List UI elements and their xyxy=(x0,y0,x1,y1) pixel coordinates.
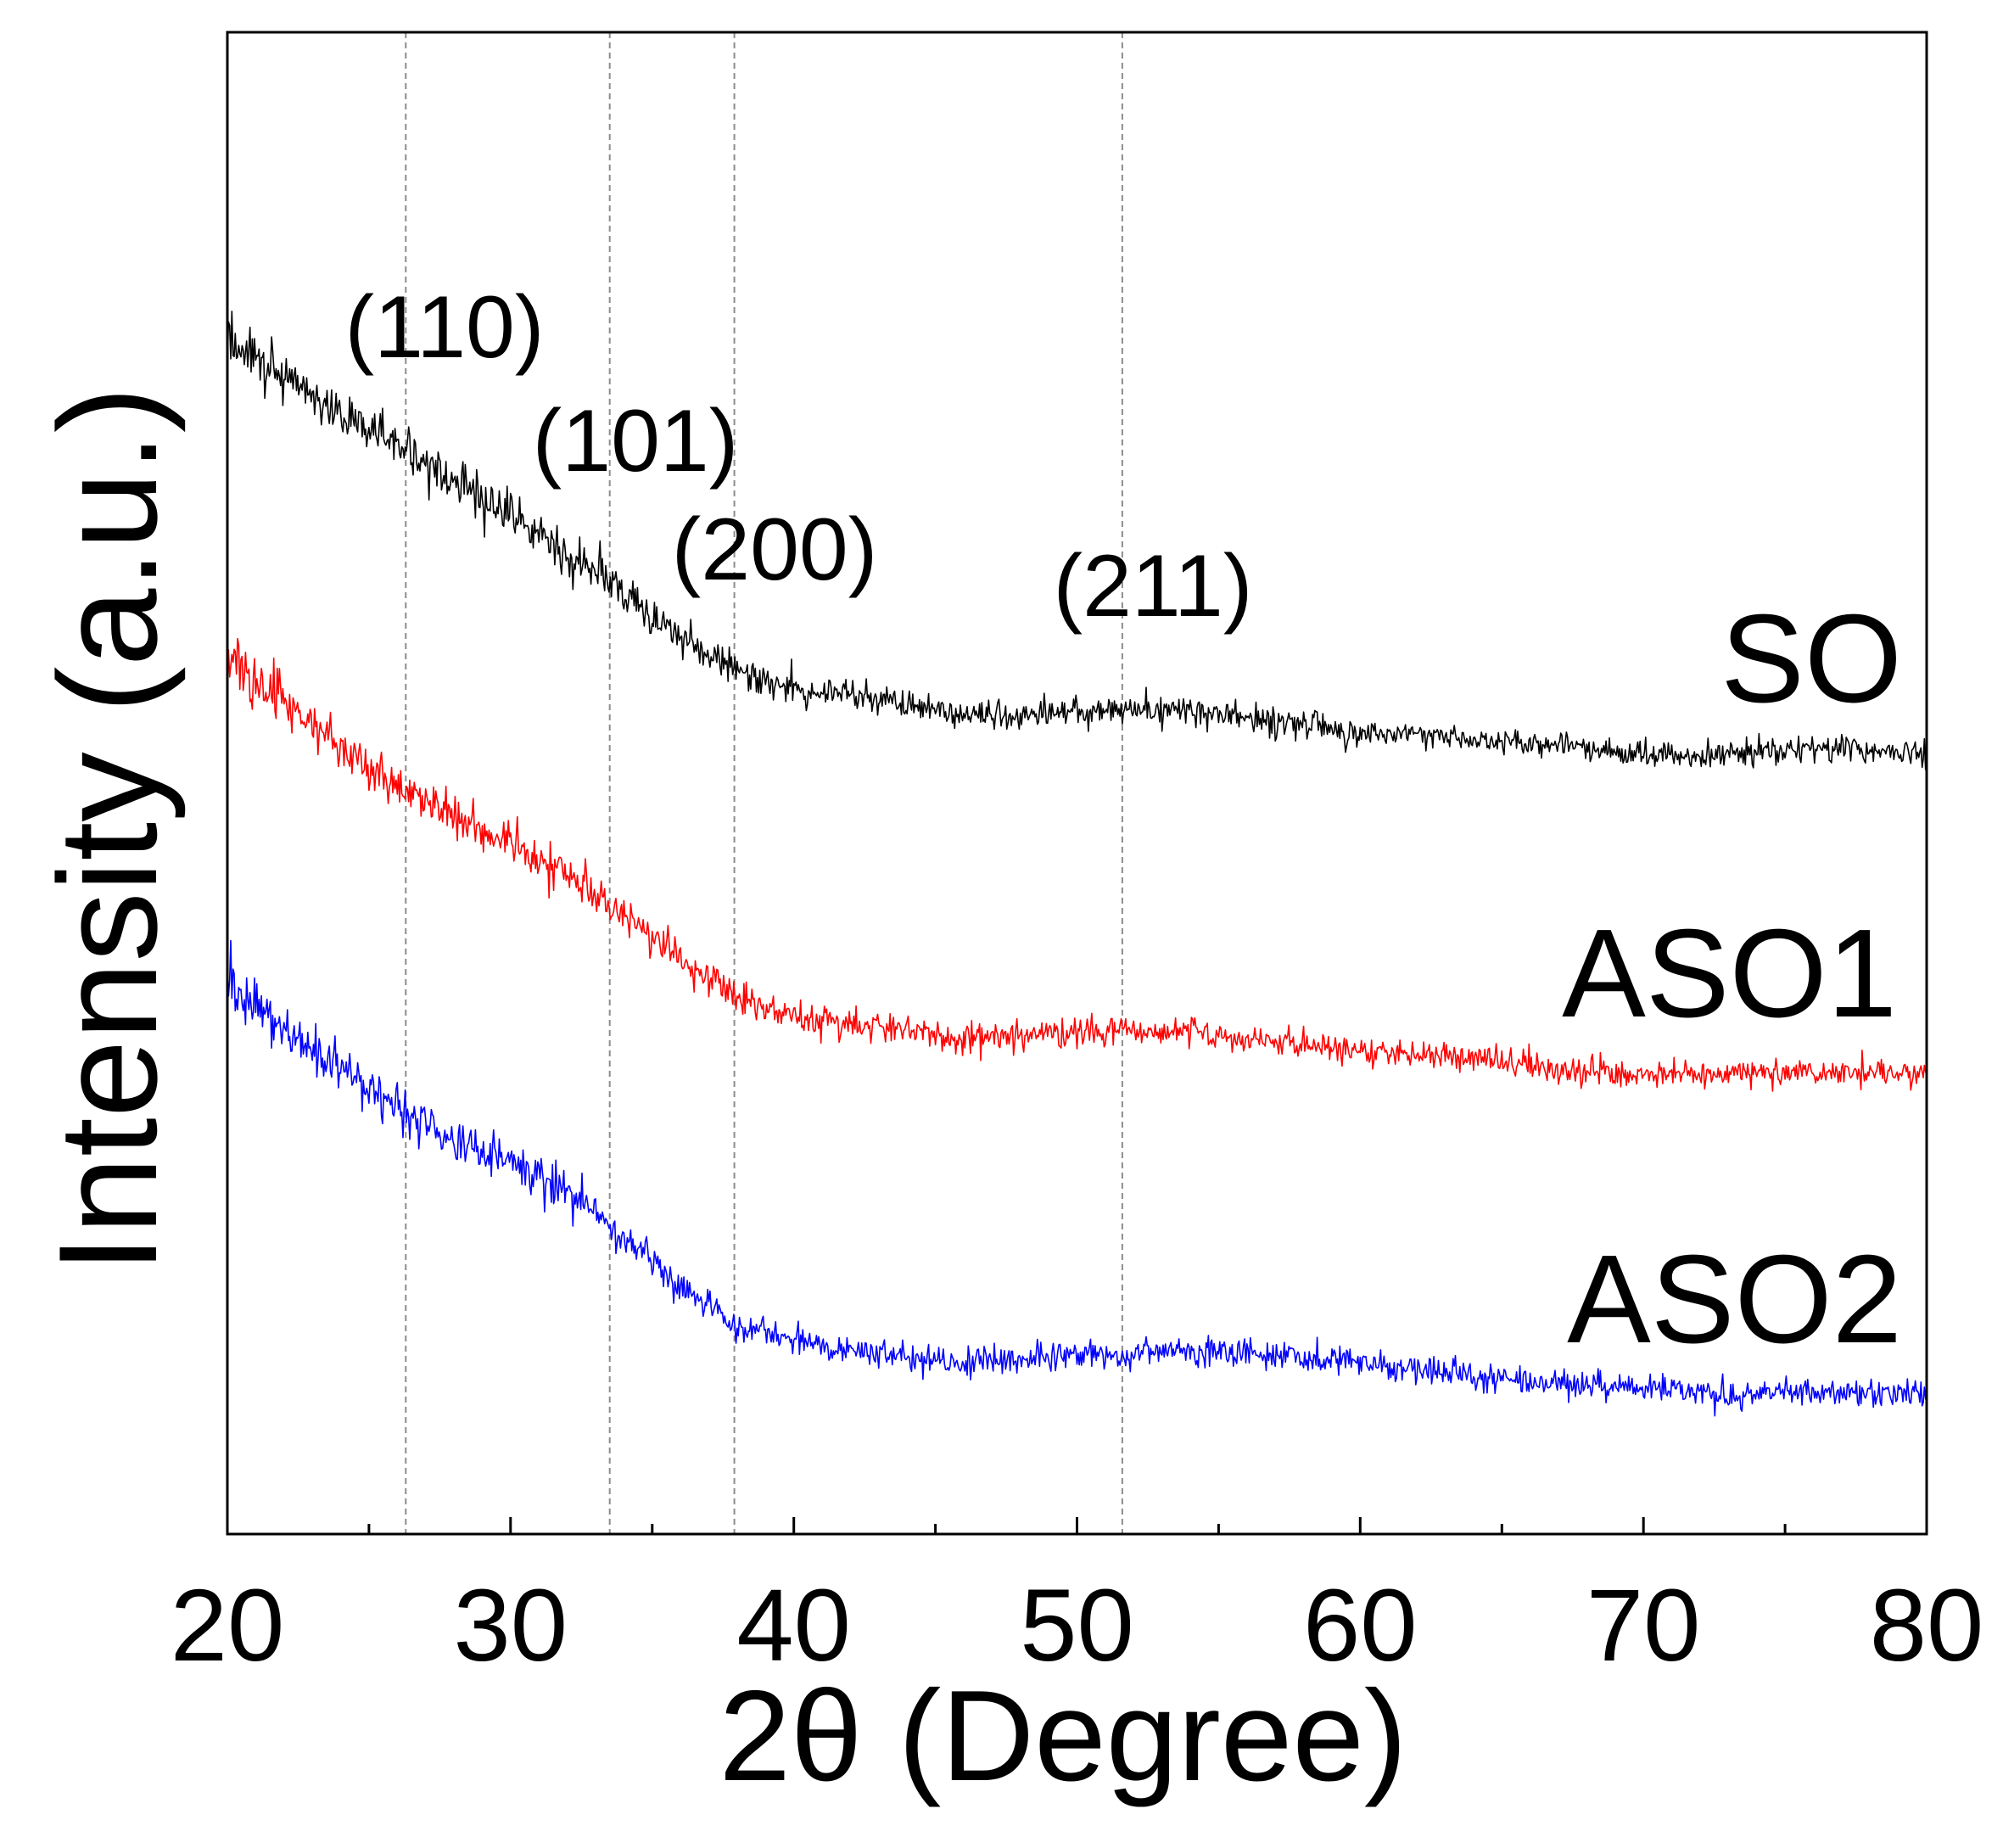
series-lines xyxy=(227,311,1927,1417)
series-line-aso1 xyxy=(227,637,1927,1092)
series-line-aso2 xyxy=(227,939,1927,1417)
peak-label-200: (200) xyxy=(672,501,878,599)
x-tick-label-80: 80 xyxy=(1870,1567,1984,1683)
x-tick-label-60: 60 xyxy=(1303,1567,1418,1683)
x-axis-label: 2θ (Degree) xyxy=(719,1664,1407,1808)
x-tick-label-30: 30 xyxy=(454,1567,568,1683)
reference-lines xyxy=(405,32,1123,1534)
series-label-aso1: ASO1 xyxy=(1562,904,1897,1044)
x-tick-label-20: 20 xyxy=(171,1567,285,1683)
x-tick-label-40: 40 xyxy=(736,1567,851,1683)
series-line-so xyxy=(227,311,1927,770)
x-tick-label-50: 50 xyxy=(1020,1567,1134,1683)
series-label-so: SO xyxy=(1720,589,1902,729)
x-axis-ticks xyxy=(226,1517,1928,1534)
y-axis-label: Intensity (a.u.) xyxy=(30,386,186,1273)
peak-label-101: (101) xyxy=(533,392,739,490)
series-label-aso2: ASO2 xyxy=(1567,1229,1902,1369)
x-tick-label-70: 70 xyxy=(1586,1567,1701,1683)
x-axis-tick-labels: 20 30 40 50 60 70 80 xyxy=(171,1567,1984,1683)
peak-label-211: (211) xyxy=(1053,537,1252,636)
peak-label-110: (110) xyxy=(344,278,544,377)
